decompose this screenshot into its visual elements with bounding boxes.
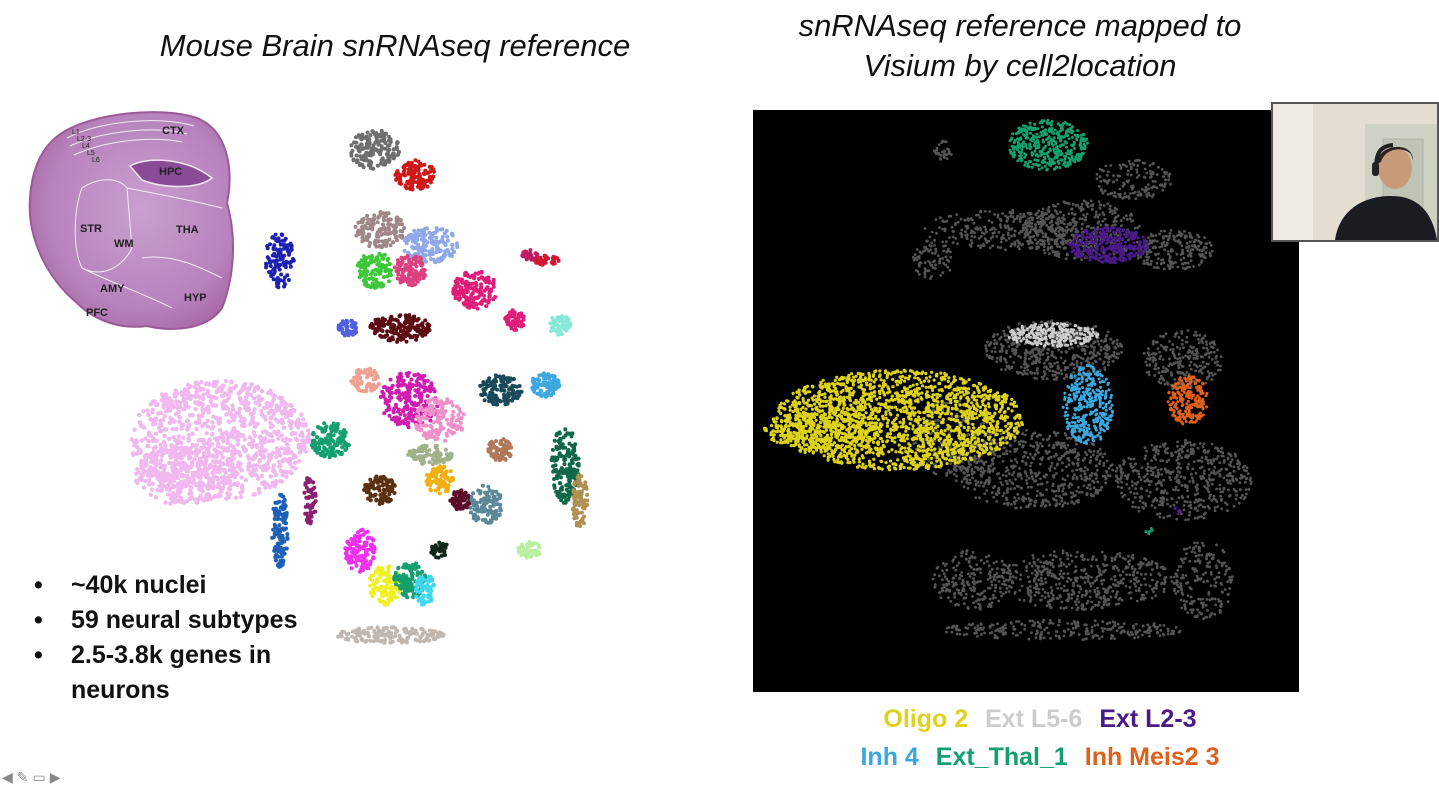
umap-point [392, 254, 427, 288]
legend-oligo-2: Oligo 2 [883, 705, 969, 733]
right-title-line-2: Visium by cell2location [863, 48, 1177, 83]
visium-spot [1008, 118, 1089, 172]
umap-point [548, 314, 573, 337]
umap-point [353, 210, 407, 250]
visium-spot [1142, 329, 1223, 391]
region-label-hpc: HPC [159, 166, 182, 178]
umap-point [264, 232, 296, 290]
visium-spot [762, 408, 883, 452]
left-panel-title: Mouse Brain snRNAseq reference [159, 28, 631, 63]
umap-point [478, 373, 524, 407]
umap-point [448, 488, 471, 512]
pencil-icon[interactable]: ✎ [16, 769, 29, 785]
slide-navigation: ◀ ✎ ▭ ▶ [2, 770, 61, 785]
bullet-item: ~40k nuclei [34, 568, 301, 603]
umap-point [503, 308, 526, 332]
region-label-wm: WM [114, 238, 134, 250]
visium-spot [1095, 158, 1172, 201]
umap-point [129, 378, 312, 502]
umap-point [368, 564, 402, 607]
umap-point [309, 421, 351, 460]
bullet-item: 2.5-3.8k genes in neurons [34, 638, 301, 708]
visium-spot [931, 549, 1013, 611]
presenter-video-frame [1273, 104, 1437, 240]
bullet-list: ~40k nuclei 59 neural subtypes 2.5-3.8k … [34, 568, 301, 708]
legend-ext-l5-6: Ext L5-6 [985, 705, 1083, 733]
umap-point [378, 370, 440, 430]
visium-spot [952, 428, 1115, 510]
layer-label: L1 [72, 129, 80, 136]
visium-spot [1114, 438, 1253, 522]
region-label-tha: THA [176, 224, 199, 236]
visium-spot [1166, 374, 1209, 426]
umap-point [530, 371, 562, 399]
visium-spot [774, 368, 1024, 472]
region-label-amy: AMY [100, 283, 125, 295]
umap-point [402, 226, 460, 265]
umap-point [392, 561, 428, 600]
region-label-hyp: HYP [184, 292, 207, 304]
visium-map [753, 110, 1299, 692]
umap-point [393, 158, 436, 192]
umap-point [336, 625, 446, 645]
umap-point [520, 248, 540, 262]
umap-point [349, 128, 401, 171]
visium-spot [1007, 322, 1100, 348]
umap-point [414, 574, 436, 607]
arrow-left-icon[interactable]: ◀ [2, 769, 13, 785]
visium-spot [923, 208, 1081, 252]
legend-inh-4: Inh 4 [860, 743, 919, 771]
umap-point [486, 437, 514, 463]
umap-point [406, 443, 454, 467]
umap-point [362, 474, 397, 506]
umap-point [465, 483, 503, 525]
umap-point [451, 269, 498, 311]
right-panel-title: snRNAseq reference mapped to Visium by c… [740, 6, 1300, 86]
screen-icon[interactable]: ▭ [32, 769, 46, 785]
legend-ext-thal-1: Ext_Thal_1 [935, 743, 1068, 771]
arrow-right-icon[interactable]: ▶ [49, 769, 61, 785]
visium-spot [992, 549, 1174, 611]
right-title-line-1: snRNAseq reference mapped to [798, 8, 1242, 43]
umap-plot [129, 128, 590, 645]
visium-spot [911, 238, 953, 280]
bullet-item: 59 neural subtypes [34, 603, 301, 638]
visium-spot [1173, 506, 1183, 516]
presenter-webcam [1271, 102, 1439, 242]
umap-point [429, 540, 449, 560]
visium-spot [932, 139, 953, 161]
umap-point [368, 313, 432, 344]
visium-spot [1144, 526, 1154, 536]
umap-point [349, 366, 381, 394]
umap-point [270, 492, 290, 569]
region-label-pfc: PFC [86, 307, 108, 319]
umap-point [302, 476, 318, 526]
umap-point [549, 427, 581, 505]
layer-label: L6 [92, 157, 100, 164]
legend-inh-meis2-3: Inh Meis2 3 [1084, 743, 1220, 771]
umap-point [355, 251, 393, 290]
umap-point [516, 540, 542, 560]
umap-point [570, 473, 590, 528]
visium-spot [945, 618, 1182, 641]
umap-point [134, 444, 236, 506]
legend-ext-l2-3: Ext L2-3 [1099, 705, 1197, 733]
brain-section-image: CTX HPC STR WM THA AMY HYP PFC L1 L2-3 L… [28, 111, 234, 330]
layer-label: L2-3 [77, 136, 91, 143]
visium-spot [1066, 226, 1150, 265]
umap-point [414, 397, 466, 443]
region-label-ctx: CTX [162, 125, 185, 137]
umap-point [343, 527, 377, 574]
visium-spot [1131, 229, 1214, 271]
region-label-str: STR [80, 223, 102, 235]
umap-point [424, 464, 455, 496]
visium-spot [1172, 541, 1234, 621]
layer-label: L5 [87, 150, 95, 157]
layer-label: L4 [82, 143, 90, 150]
visium-spot [1061, 364, 1115, 445]
umap-point [336, 318, 359, 338]
cell-type-legend: Oligo 2 Ext L5-6 Ext L2-3 Inh 4 Ext_Thal… [790, 700, 1290, 776]
